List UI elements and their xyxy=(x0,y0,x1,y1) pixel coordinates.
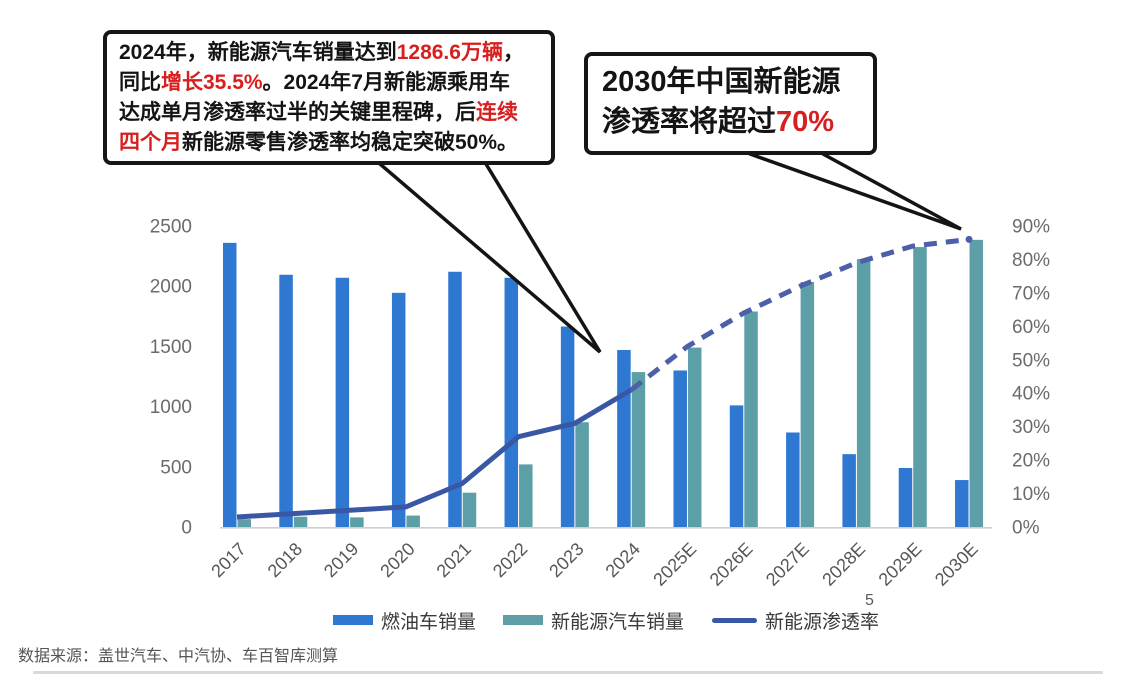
callout2-pointer xyxy=(748,152,962,231)
penetration-line-dashed xyxy=(629,236,970,392)
legend-label: 燃油车销量 xyxy=(381,611,477,633)
callout-text: 2024年，新能源汽车销量达到 xyxy=(119,41,397,64)
chart-legend: 燃油车销量 新能源汽车销量 新能源渗透率 xyxy=(0,608,1138,634)
right-axis-tick-label: 90% xyxy=(1012,217,1050,238)
right-axis-tick-label: 40% xyxy=(1012,384,1050,405)
penetration-line-end-dot xyxy=(965,235,973,243)
penetration-line-swatch-icon xyxy=(712,617,757,623)
bar-新能源汽车销量-2018 xyxy=(293,516,308,527)
bar-燃油车销量-2021 xyxy=(448,271,462,527)
bar-燃油车销量-2029E xyxy=(898,468,913,527)
left-axis-tick-label: 0 xyxy=(181,518,192,539)
callout-text-line: 同比增长35.5%。2024年7月新能源乘用车 xyxy=(119,68,539,98)
bar-燃油车销量-2027E xyxy=(786,432,800,527)
left-axis-tick-label: 1000 xyxy=(150,397,192,418)
right-axis-tick-label: 60% xyxy=(1012,317,1050,338)
right-axis-tick-label: 30% xyxy=(1012,417,1050,438)
right-axis-tick-label: 70% xyxy=(1012,283,1050,304)
y-axis-right: 0% 10% 20% 30% 40% 50% 60% 70% 80% 90% xyxy=(1012,217,1050,539)
right-axis-tick-label: 50% xyxy=(1012,350,1050,371)
callout-text-line: 2024年，新能源汽车销量达到1286.6万辆， xyxy=(119,38,539,68)
callout-highlight-text: 四个月 xyxy=(119,131,182,154)
callout-text: 2030年中国新能源 xyxy=(602,66,841,98)
bar-新能源汽车销量-2019 xyxy=(350,517,364,527)
legend-item-nev-sales: 新能源汽车销量 xyxy=(503,608,685,633)
penetration-line-solid xyxy=(236,387,633,520)
bar-新能源汽车销量-2030E xyxy=(969,239,984,527)
callout-text-line: 四个月新能源零售渗透率均稳定突破50%。 xyxy=(119,128,539,158)
bar-新能源汽车销量-2017 xyxy=(237,519,251,527)
callout-text: 达成单月渗透率过半的关键里程碑，后 xyxy=(119,101,476,124)
callout-highlight-text: 1286.6万辆 xyxy=(396,41,503,64)
bar-新能源汽车销量-2020 xyxy=(406,515,420,527)
callout-highlight-text: 70% xyxy=(776,106,835,138)
bar-燃油车销量-2017 xyxy=(223,242,237,527)
callout-highlight-text: 增长35.5% xyxy=(161,71,263,94)
nev-sales-swatch-icon xyxy=(503,615,543,625)
source-note: 数据来源：盖世汽车、中汽协、车百智库测算 xyxy=(18,648,339,665)
bar-新能源汽车销量-2029E xyxy=(913,247,927,527)
right-axis-tick-label: 80% xyxy=(1012,250,1050,271)
legend-label: 新能源汽车销量 xyxy=(551,611,685,633)
right-axis-tick-label: 0% xyxy=(1012,518,1040,539)
bar-新能源汽车销量-2027E xyxy=(800,281,815,527)
callout-highlight-text: 连续 xyxy=(476,101,518,124)
bar-燃油车销量-2019 xyxy=(335,277,350,527)
bar-新能源汽车销量-2025E xyxy=(687,347,702,527)
bars-nev xyxy=(237,239,984,527)
callout-text-line: 达成单月渗透率过半的关键里程碑，后连续 xyxy=(119,98,539,128)
legend-item-penetration: 新能源渗透率 xyxy=(712,608,880,633)
bar-新能源汽车销量-2021 xyxy=(462,492,477,527)
bar-新能源汽车销量-2023 xyxy=(575,422,589,527)
legend-item-fuel-sales: 燃油车销量 xyxy=(333,608,477,633)
fuel-sales-swatch-icon xyxy=(333,615,373,625)
bar-燃油车销量-2028E xyxy=(842,454,856,527)
bar-新能源汽车销量-2028E xyxy=(856,259,871,527)
left-axis-tick-label: 500 xyxy=(160,457,192,478)
callout-text: ， xyxy=(502,41,524,64)
y-axis-left: 0 500 1000 1500 2000 2500 xyxy=(150,217,192,539)
bar-新能源汽车销量-2026E xyxy=(744,311,758,527)
callout-text: 新能源零售渗透率均稳定突破50%。 xyxy=(182,131,519,154)
callout-text: 渗透率将超过 xyxy=(602,106,777,138)
left-axis-tick-label: 2000 xyxy=(150,277,192,298)
callout1-pointer xyxy=(378,162,602,354)
callout-text: 。2024年7月新能源乘用车 xyxy=(262,71,510,94)
bar-新能源汽车销量-2024 xyxy=(631,372,646,527)
page-number: 5 xyxy=(865,592,874,609)
callout-2030-penetration: 2030年中国新能源 渗透率将超过70% xyxy=(584,52,877,155)
bar-燃油车销量-2025E xyxy=(673,370,687,527)
callout-text-line: 渗透率将超过70% xyxy=(602,102,859,142)
bar-燃油车销量-2030E xyxy=(955,480,969,527)
callout-text-line: 2030年中国新能源 xyxy=(602,62,859,102)
bottom-divider xyxy=(33,671,1103,674)
penetration-line xyxy=(236,235,973,520)
bar-燃油车销量-2022 xyxy=(504,277,519,527)
callout-text: 同比 xyxy=(119,71,161,94)
left-axis-tick-label: 2500 xyxy=(150,217,192,238)
right-axis-tick-label: 20% xyxy=(1012,451,1050,472)
bar-新能源汽车销量-2022 xyxy=(519,464,533,527)
legend-label: 新能源渗透率 xyxy=(765,611,880,633)
left-axis-tick-label: 1500 xyxy=(150,337,192,358)
right-axis-tick-label: 10% xyxy=(1012,484,1050,505)
bar-燃油车销量-2020 xyxy=(391,292,406,527)
callout-2024-sales: 2024年，新能源汽车销量达到1286.6万辆， 同比增长35.5%。2024年7… xyxy=(103,30,555,165)
bar-燃油车销量-2026E xyxy=(729,405,744,527)
bar-燃油车销量-2018 xyxy=(279,274,293,527)
